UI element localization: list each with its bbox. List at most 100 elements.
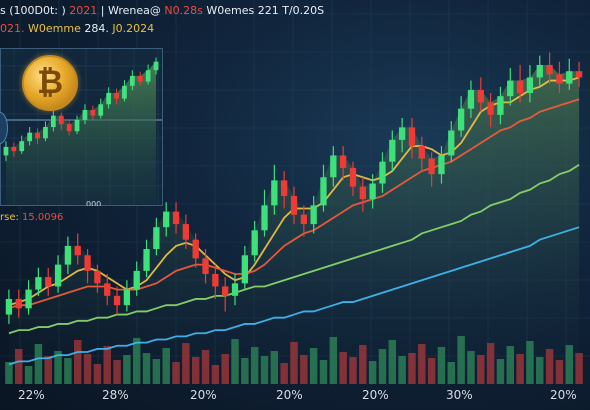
volume-bar [408,353,416,384]
inset-chart: ₿ 000 [0,48,163,206]
volume-bar [300,355,308,384]
candle-body [369,183,376,200]
candle-body [428,158,435,175]
volume-bar [555,360,564,384]
x-tick-label: 20% [190,388,217,402]
moving-average-line [8,98,580,310]
inset-candle-body [74,119,80,132]
volume-bar [231,339,239,384]
volume-bar [260,356,269,384]
volume-bar [368,361,377,384]
x-tick-label: 20% [362,388,389,402]
volume-bar [142,353,151,384]
inset-candle-body [50,115,56,127]
volume-bar [309,348,318,384]
bitcoin-coin-icon: ₿ [22,55,78,111]
volume-bar [201,350,210,384]
inset-candlesticks [3,57,159,162]
volume-bar [191,357,200,384]
volume-bar [437,347,446,384]
candle-body [251,230,258,256]
candle-body [271,180,278,206]
volume-bar [162,348,170,384]
inset-candle-body [27,132,33,142]
inset-date-label: 000 [86,200,102,206]
inset-candle-body [58,115,64,125]
candle-body [330,155,337,178]
volume-bars [5,336,583,384]
candle-body [281,180,288,196]
volume-bar [565,345,573,384]
inset-price-label: rse: 15.0096 [0,212,63,223]
candle-body [497,96,504,115]
moving-average-line [8,226,580,366]
volume-bar [536,357,544,384]
volume-bar [54,351,62,384]
inset-candle-body [3,146,9,156]
header-text: W0emme [28,22,81,35]
candle-body [222,286,229,296]
candle-body [349,167,357,187]
candle-body [231,283,239,296]
inset-candle-body [43,127,48,139]
candle-body [398,127,406,140]
candle-body [467,89,475,109]
header-text: 021. [0,22,25,35]
inset-candle-body [114,92,119,99]
volume-bar [467,351,475,384]
candle-body [340,155,347,168]
candle-body [487,102,494,115]
x-tick-label: 28% [102,388,129,402]
volume-bar [496,359,505,384]
volume-bar [241,358,249,384]
candle-body [133,270,140,290]
candle-body [84,255,91,271]
candle-body [212,274,219,287]
header-text: J0.2024 [112,22,155,35]
header-text: | Wrenea@ [100,4,161,17]
volume-bar [526,341,534,384]
volume-bar [64,358,72,384]
inset-candle-body [137,75,143,82]
volume-bar [516,354,524,384]
volume-bar [113,360,121,384]
volume-bar [319,360,328,384]
candle-body [359,186,366,200]
candle-body [64,245,72,265]
candle-body [438,155,445,175]
volume-bar [172,362,180,384]
candle-body [123,289,131,306]
volume-bar [15,349,23,384]
candle-body [408,127,416,147]
volume-bar [486,343,495,384]
volume-bar [575,353,583,384]
candle-body [35,277,42,290]
candle-body [379,161,386,184]
volume-bar [545,349,554,384]
candle-body [261,205,268,231]
candle-body [320,177,327,206]
volume-bar [123,355,131,384]
volume-bar [359,345,367,384]
volume-bar [34,344,43,384]
candle-body [477,89,484,103]
volume-bar [477,355,485,384]
x-tick-label: 20% [550,388,577,402]
volume-bar [447,362,456,384]
candle-body [94,270,101,284]
candle-body [172,211,180,225]
volume-bar [280,363,288,384]
price-area [8,64,580,386]
candle-body [526,77,534,94]
price-value: 15.0096 [22,212,64,223]
candle-body [457,108,465,131]
candle-body [575,71,583,78]
candle-body [104,283,111,296]
volume-bar [83,354,92,384]
candle-body [202,258,209,274]
volume-bar [506,346,515,384]
volume-bar [418,344,426,384]
candle-body [5,298,13,315]
volume-bar [427,358,436,384]
